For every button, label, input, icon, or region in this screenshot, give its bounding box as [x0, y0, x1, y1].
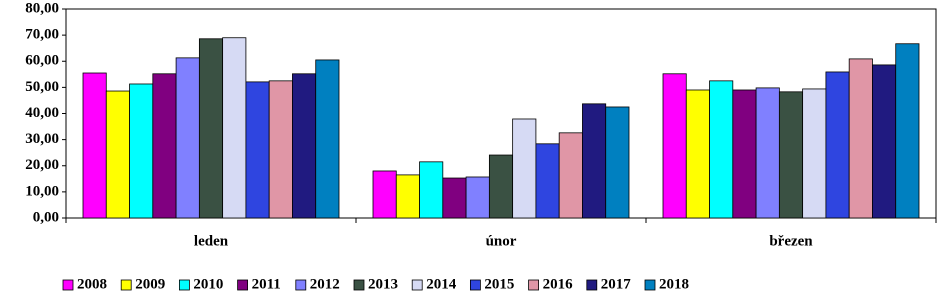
bar — [662, 73, 687, 219]
bar — [778, 91, 804, 219]
bar — [315, 59, 340, 219]
legend-label: 2009 — [135, 276, 165, 292]
legend-label: 2011 — [252, 276, 281, 292]
bar — [755, 87, 780, 219]
legend-label: 2015 — [484, 276, 514, 292]
legend-swatch — [469, 279, 481, 291]
y-tick-label: 30,00 — [25, 131, 59, 147]
bar — [442, 177, 467, 219]
y-tick-label: 80,00 — [25, 0, 59, 16]
legend-swatch — [237, 279, 249, 291]
bar — [872, 64, 897, 219]
legend-swatch — [586, 279, 598, 291]
y-tick-label: 20,00 — [25, 157, 59, 173]
bar — [558, 132, 583, 219]
legend-label: 2017 — [601, 276, 632, 292]
bar — [105, 90, 130, 219]
bar — [582, 103, 607, 219]
bar — [292, 73, 317, 219]
bar — [709, 80, 734, 219]
bar — [198, 38, 224, 219]
legend-label: 2014 — [426, 276, 457, 292]
bar — [512, 118, 537, 219]
bar — [245, 81, 270, 219]
legend-swatch — [120, 279, 132, 291]
y-tick-label: 50,00 — [25, 79, 59, 95]
legend-label: 2012 — [310, 276, 340, 292]
bar — [222, 37, 247, 219]
bar — [848, 58, 873, 219]
legend-swatch — [295, 279, 307, 291]
legend-label: 2008 — [77, 276, 107, 292]
y-tick-label: 40,00 — [25, 105, 59, 121]
bar — [129, 83, 154, 219]
bar — [152, 73, 177, 219]
bar — [732, 89, 757, 219]
bar — [395, 174, 420, 219]
legend-swatch — [353, 279, 365, 291]
legend-label: 2010 — [193, 276, 223, 292]
y-tick-label: 10,00 — [25, 183, 59, 199]
y-tick-label: 70,00 — [25, 27, 59, 43]
legend-swatch — [178, 279, 190, 291]
legend-swatch — [62, 279, 74, 291]
y-tick-label: 60,00 — [25, 53, 59, 69]
x-tick-label: únor — [486, 233, 517, 249]
bar — [175, 57, 200, 219]
bar — [535, 143, 560, 219]
bar — [465, 176, 490, 219]
bar — [825, 71, 850, 219]
legend-swatch — [528, 279, 539, 291]
bar — [82, 72, 107, 219]
y-tick-label: 0,00 — [33, 209, 59, 225]
x-tick-label: leden — [194, 233, 229, 249]
bar — [685, 89, 710, 219]
x-tick-label: březen — [769, 233, 813, 249]
bar — [605, 106, 630, 219]
bar — [372, 170, 397, 219]
bar — [802, 88, 827, 219]
legend-label: 2018 — [659, 276, 689, 292]
bar — [268, 80, 293, 219]
legend-label: 2013 — [368, 276, 398, 292]
bar — [895, 43, 920, 219]
legend-swatch — [411, 279, 423, 291]
legend-label: 2016 — [543, 276, 574, 292]
legend-swatch — [644, 279, 656, 291]
bar — [419, 161, 444, 219]
bar — [488, 154, 514, 219]
